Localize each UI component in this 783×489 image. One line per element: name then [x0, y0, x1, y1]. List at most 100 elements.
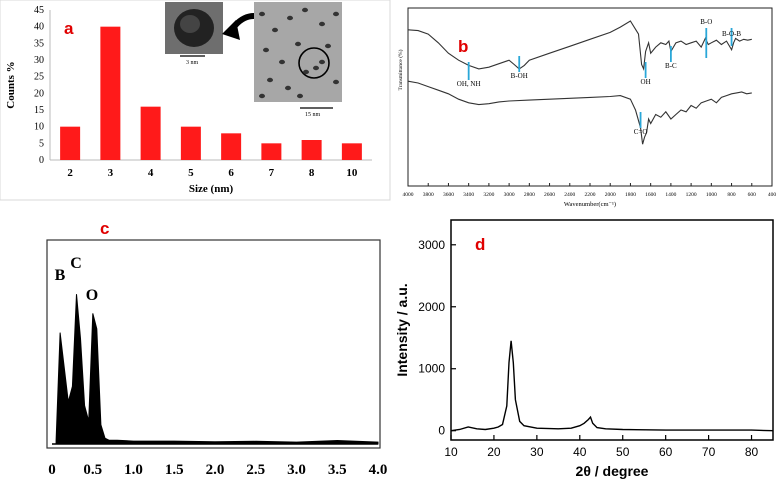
a-x-tick-label: 8: [309, 167, 315, 179]
tem-particle: [333, 11, 339, 17]
d-x-tick-label: 40: [573, 445, 587, 459]
d-y-axis-title: Intensity / a.u.: [395, 283, 410, 376]
d-x-tick-label: 20: [487, 445, 501, 459]
tem-particle: [302, 7, 308, 13]
a-y-tick-label: 5: [39, 138, 44, 149]
tem-particle: [272, 27, 278, 33]
c-x-tick-label: 1.0: [124, 462, 143, 478]
d-x-tick-label: 60: [659, 445, 673, 459]
b-x-tick-label: 4000: [403, 192, 414, 198]
a-y-axis-title: Counts %: [5, 61, 17, 108]
tem-particle: [263, 47, 269, 53]
b-x-tick-label: 1200: [686, 192, 697, 198]
c-x-tick-label: 0.5: [83, 462, 102, 478]
tem-particle: [303, 69, 309, 75]
c-x-tick-label: 3.0: [287, 462, 306, 478]
b-annotation-label: B-O: [700, 18, 712, 26]
a-x-tick-label: 3: [108, 167, 114, 179]
d-x-tick-label: 80: [745, 445, 759, 459]
b-x-tick-label: 2200: [585, 192, 596, 198]
b-x-tick-label: 3400: [463, 192, 474, 198]
b-x-axis-title: Wavenumber(cm⁻¹): [564, 201, 616, 208]
d-x-tick-label: 70: [702, 445, 716, 459]
a-bar: [140, 106, 161, 160]
c-spectrum-area: [55, 294, 379, 445]
b-x-tick-label: 2800: [524, 192, 535, 198]
d-y-tick-label: 0: [438, 424, 445, 438]
panel-label-b: b: [458, 37, 468, 56]
tem-particle: [313, 65, 319, 71]
tem-particle: [297, 93, 303, 99]
c-x-tick-label: 0: [48, 462, 56, 478]
b-x-tick-label: 1000: [706, 192, 717, 198]
chart-b: 4000 3800 3600 3400 3200 3000 2800 2600 2400 2200…: [397, 7, 777, 208]
b-series-upper: [407, 20, 752, 71]
d-y-tick-label: 3000: [418, 238, 445, 252]
d-y-tick-label: 2000: [418, 300, 445, 314]
b-annotation-label: B-OH: [511, 72, 528, 80]
b-annotation-label: B-C: [665, 62, 677, 70]
tem-particle: [285, 85, 291, 91]
c-peak-label: O: [86, 287, 98, 304]
c-x-tick-label: 1.5: [165, 462, 184, 478]
inset-scale-left: 3 nm: [186, 60, 199, 66]
a-x-tick-label: 5: [188, 167, 194, 179]
tem-particle: [319, 59, 325, 65]
a-x-tick-label: 2: [67, 167, 73, 179]
b-x-tick-label: 2400: [564, 192, 575, 198]
tem-particle: [325, 43, 331, 49]
b-x-tick-label: 2000: [605, 192, 616, 198]
a-y-tick-label: 0: [39, 155, 44, 166]
a-y-tick-label: 40: [34, 22, 44, 33]
b-annotation-label: C=O: [634, 128, 648, 136]
a-bar: [221, 133, 242, 160]
b-x-tick-label: 600: [748, 192, 757, 198]
d-y-tick-label: 1000: [418, 362, 445, 376]
c-peak-label: B: [55, 267, 66, 284]
c-peak-label: C: [70, 255, 82, 272]
d-x-tick-label: 30: [530, 445, 544, 459]
panel-d: 10 20 30 40 50 60 70 80 0 1000 2000 3000 2θ / degree…: [394, 212, 783, 484]
b-x-tick-label: 400: [768, 192, 777, 198]
a-y-tick-label: 10: [34, 122, 44, 133]
b-x-tick-label: 3200: [483, 192, 494, 198]
a-bar: [341, 143, 362, 160]
a-y-tick-label: 45: [34, 5, 44, 16]
a-x-tick-label: 4: [148, 167, 154, 179]
a-bar: [180, 126, 201, 160]
a-x-axis-title: Size (nm): [189, 183, 234, 195]
panel-label-d: d: [475, 235, 485, 254]
b-x-tick-label: 1400: [665, 192, 676, 198]
b-y-axis-title: Transmittance (%): [398, 49, 404, 90]
b-x-tick-label: 1800: [625, 192, 636, 198]
a-x-tick-label: 7: [269, 167, 275, 179]
tem-inset-zoom: 3 nm: [165, 2, 223, 66]
b-annotation-label: B-O-B: [722, 30, 741, 38]
b-x-tick-label: 3000: [504, 192, 515, 198]
tem-particle: [279, 59, 285, 65]
arrow-head-icon: [222, 20, 240, 40]
tem-particle: [267, 77, 273, 83]
d-x-tick-label: 50: [616, 445, 630, 459]
c-x-tick-label: 2.0: [206, 462, 225, 478]
a-x-tick-label: 6: [228, 167, 234, 179]
b-x-tick-label: 2600: [544, 192, 555, 198]
b-annotation-label: OH, NH: [457, 80, 481, 88]
b-x-tick-label: 3600: [443, 192, 454, 198]
chart-c: 0 0.5 1.0 1.5 2.0 2.5 3.0 3.5 4.0 BCO c: [46, 219, 387, 478]
c-x-tick-label: 2.5: [246, 462, 265, 478]
b-annotation-label: OH: [641, 78, 651, 86]
panel-b: 4000 3800 3600 3400 3200 3000 2800 2600 2400 2200…: [397, 0, 783, 210]
b-x-tick-label: 3800: [423, 192, 434, 198]
a-y-tick-label: 20: [34, 88, 44, 99]
a-y-tick-label: 30: [34, 55, 44, 66]
c-x-tick-label: 3.5: [328, 462, 347, 478]
tem-particle: [319, 21, 325, 27]
a-y-tick-label: 25: [34, 72, 44, 83]
panel-label-a: a: [64, 19, 74, 38]
b-x-tick-label: 800: [727, 192, 736, 198]
tem-particle: [333, 79, 339, 85]
tem-inset-wide: 15 nm: [254, 2, 342, 118]
